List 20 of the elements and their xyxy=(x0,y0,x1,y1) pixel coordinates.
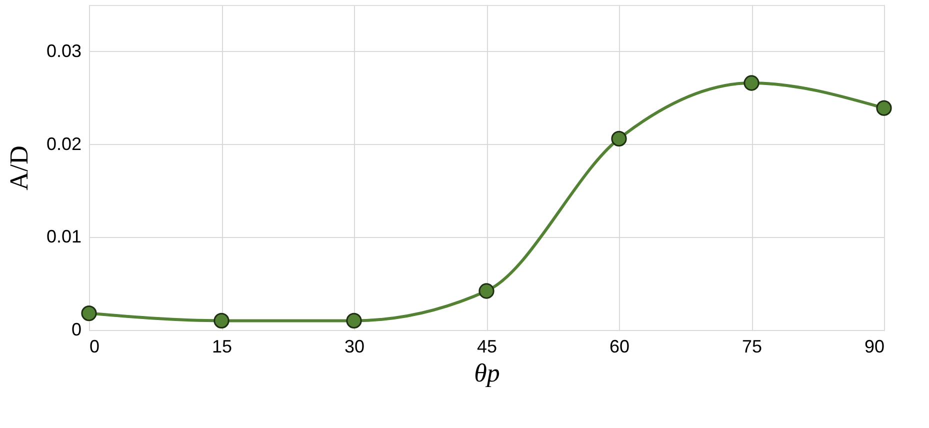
x-tick-label: 45 xyxy=(476,336,498,356)
point xyxy=(611,130,627,147)
x-tick-label: 60 xyxy=(609,336,630,356)
y-axis-title: A/D xyxy=(4,146,34,190)
point xyxy=(478,283,494,299)
point xyxy=(744,75,760,91)
y-tick-label: 0.02 xyxy=(46,134,82,154)
x-tick-label: 90 xyxy=(864,336,884,356)
y-tick-label: 0 xyxy=(71,320,82,340)
x-tick-label: 30 xyxy=(344,336,365,356)
y-tick-label: 0.01 xyxy=(46,226,82,247)
x-tick-label: 0 xyxy=(90,336,100,356)
x-tick-label: 15 xyxy=(212,336,232,356)
point xyxy=(346,312,362,329)
point xyxy=(876,100,892,116)
y-tick-label: 0.03 xyxy=(46,40,82,61)
point xyxy=(214,312,230,329)
point xyxy=(81,305,97,322)
x-axis-title: θp xyxy=(474,358,500,388)
x-tick-label: 75 xyxy=(742,336,762,356)
